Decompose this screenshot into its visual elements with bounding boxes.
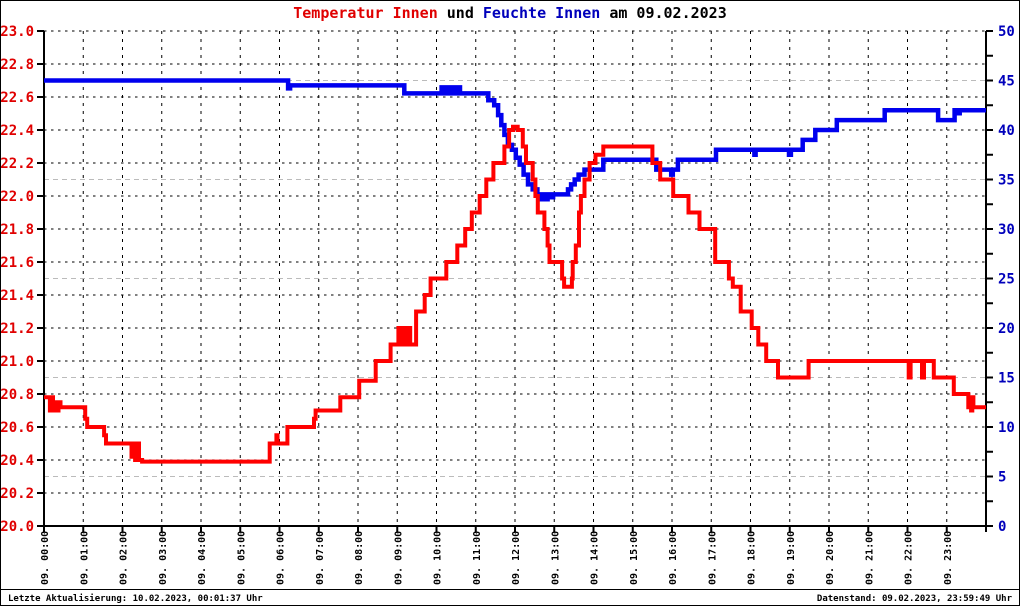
left-axis-label: 22.0 bbox=[1, 189, 34, 205]
right-axis-label: 5 bbox=[998, 470, 1006, 486]
right-axis-label: 30 bbox=[998, 222, 1015, 238]
right-axis-label: 50 bbox=[998, 24, 1015, 40]
title-und: und bbox=[437, 4, 483, 22]
left-axis-label: 21.0 bbox=[1, 354, 34, 370]
chart-title: Temperatur Innen und Feuchte Innen am 09… bbox=[1, 4, 1019, 22]
left-axis-label: 20.4 bbox=[1, 453, 34, 469]
x-axis-label: 09. 19:00 bbox=[786, 531, 797, 585]
title-date: am 09.02.2023 bbox=[600, 4, 727, 22]
x-axis-label: 09. 20:00 bbox=[825, 531, 836, 585]
left-axis-label: 21.6 bbox=[1, 255, 34, 271]
x-axis-label: 09. 06:00 bbox=[276, 531, 287, 585]
title-temperatur-innen: Temperatur Innen bbox=[293, 4, 438, 22]
right-axis-label: 45 bbox=[998, 74, 1015, 90]
x-axis-label: 09. 08:00 bbox=[354, 531, 365, 585]
left-axis-label: 20.6 bbox=[1, 420, 34, 436]
x-axis-label: 09. 10:00 bbox=[433, 531, 444, 585]
footer-divider bbox=[1, 589, 1019, 590]
right-axis-label: 35 bbox=[998, 173, 1015, 189]
x-axis-label: 09. 21:00 bbox=[864, 531, 875, 585]
left-axis-label: 20.2 bbox=[1, 486, 34, 502]
x-axis-label: 09. 13:00 bbox=[550, 531, 561, 585]
x-axis-label: 09. 05:00 bbox=[236, 531, 247, 585]
x-axis-label: 09. 16:00 bbox=[668, 531, 679, 585]
x-axis-label: 09. 07:00 bbox=[315, 531, 326, 585]
left-axis-label: 21.8 bbox=[1, 222, 34, 238]
left-axis-label: 20.8 bbox=[1, 387, 34, 403]
left-axis-label: 22.2 bbox=[1, 156, 34, 172]
left-axis-label: 21.2 bbox=[1, 321, 34, 337]
x-axis-label: 09. 22:00 bbox=[904, 531, 915, 585]
left-axis-label: 21.4 bbox=[1, 288, 34, 304]
right-axis-label: 25 bbox=[998, 272, 1015, 288]
x-axis-label: 09. 14:00 bbox=[590, 531, 601, 585]
x-axis-label: 09. 17:00 bbox=[707, 531, 718, 585]
right-axis-label: 40 bbox=[998, 123, 1015, 139]
x-axis-label: 09. 12:00 bbox=[511, 531, 522, 585]
x-axis-label: 09. 01:00 bbox=[79, 531, 90, 585]
left-axis-label: 22.8 bbox=[1, 57, 34, 73]
x-axis-label: 09. 02:00 bbox=[119, 531, 130, 585]
x-axis-label: 09. 11:00 bbox=[472, 531, 483, 585]
left-axis-label: 22.6 bbox=[1, 90, 34, 106]
temperature-line bbox=[44, 124, 986, 464]
left-axis-label: 20.0 bbox=[1, 519, 34, 535]
x-axis-label: 09. 18:00 bbox=[747, 531, 758, 585]
x-axis-label: 09. 04:00 bbox=[197, 531, 208, 585]
x-axis-label: 09. 09:00 bbox=[393, 531, 404, 585]
x-axis-label: 09. 15:00 bbox=[629, 531, 640, 585]
right-axis-label: 15 bbox=[998, 371, 1015, 387]
right-axis-label: 20 bbox=[998, 321, 1015, 337]
x-axis-label: 09. 03:00 bbox=[158, 531, 169, 585]
left-axis-label: 22.4 bbox=[1, 123, 34, 139]
title-feuchte-innen: Feuchte Innen bbox=[482, 4, 601, 22]
last-update-text: Letzte Aktualisierung: 10.02.2023, 00:01… bbox=[8, 594, 263, 604]
humidity-line bbox=[44, 78, 986, 202]
data-timestamp-text: Datenstand: 09.02.2023, 23:59:49 Uhr bbox=[816, 594, 1012, 604]
x-axis-label: 09. 00:00 bbox=[40, 531, 51, 585]
left-axis-label: 23.0 bbox=[1, 24, 34, 40]
right-axis-label: 10 bbox=[998, 420, 1015, 436]
right-axis-label: 0 bbox=[998, 519, 1006, 535]
x-axis-label: 09. 23:00 bbox=[943, 531, 954, 585]
